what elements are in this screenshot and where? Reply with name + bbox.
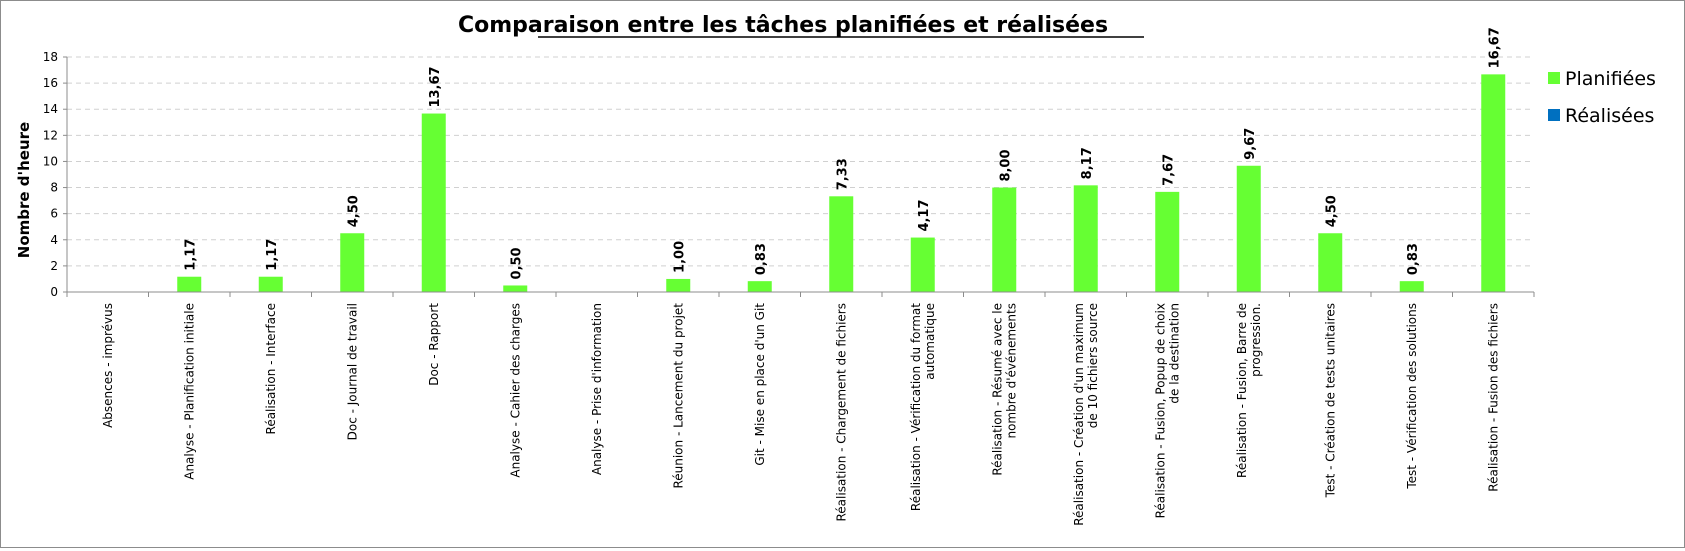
legend-label: Planifiées <box>1565 68 1656 90</box>
category-label: Réalisation - Résumé avec le nombre d'évé… <box>990 303 1018 476</box>
y-tick-label: 0 <box>50 285 58 299</box>
legend-swatch <box>1548 72 1560 84</box>
data-label: 0,83 <box>1406 243 1421 275</box>
category-label-line: progression. <box>1249 303 1263 377</box>
category-label-line: Réalisation - Fusion des fichiers <box>1486 303 1500 492</box>
bar <box>1399 281 1424 292</box>
y-tick-label: 4 <box>50 233 58 247</box>
data-label: 1,17 <box>183 239 198 271</box>
y-tick-label: 2 <box>50 259 58 273</box>
bar <box>910 237 935 292</box>
bar <box>340 233 365 292</box>
bar <box>258 276 283 292</box>
data-label: 4,50 <box>346 195 361 227</box>
bar <box>992 187 1017 292</box>
y-tick-label: 12 <box>43 128 58 142</box>
data-label: 7,67 <box>1161 154 1176 186</box>
category-label-line: Analyse - Planification initiale <box>182 303 196 480</box>
bar <box>1236 165 1261 292</box>
category-label: Réalisation - Chargement de fichiers <box>834 303 848 522</box>
category-label-line: Réalisation - Interface <box>264 303 278 434</box>
category-label: Réalisation - Fusion, Popup de choix de l… <box>1153 303 1181 518</box>
y-tick-label: 18 <box>43 50 58 64</box>
bar <box>666 278 691 292</box>
category-label-line: Réalisation - Fusion, Barre de <box>1235 303 1249 478</box>
axes: 0 2 4 6 8 10 12 14 16 18 <box>43 50 1535 299</box>
category-label-line: Analyse - Prise d'information <box>590 303 604 475</box>
data-label: 4,17 <box>917 199 932 231</box>
bars <box>177 74 1506 293</box>
category-label: Réalisation - Fusion, Barre de progressio… <box>1235 303 1263 478</box>
category-label-line: Doc - Rapport <box>427 303 441 386</box>
bar <box>1481 74 1506 292</box>
legend-swatch <box>1548 109 1560 121</box>
category-label: Doc - Rapport <box>427 303 441 386</box>
category-label-line: Réalisation - Vérification du format <box>909 303 923 511</box>
category-label-line: Analyse - Cahier des charges <box>508 303 522 478</box>
data-label: 7,33 <box>835 158 850 190</box>
category-labels: Absences - imprévus Analyse - Planificati… <box>101 303 1501 526</box>
category-label: Réalisation - Vérification du format auto… <box>909 303 937 511</box>
category-label: Réalisation - Création d'un maximum de 10… <box>1072 303 1100 526</box>
bar <box>747 281 772 292</box>
data-label: 0,50 <box>509 247 524 279</box>
bar <box>421 113 446 293</box>
category-label-line: Réalisation - Fusion, Popup de choix <box>1153 303 1167 518</box>
category-label-line: de la destination <box>1167 303 1181 404</box>
category-label-line: Réalisation - Création d'un maximum <box>1072 303 1086 526</box>
category-label-line: Doc - Journal de travail <box>345 303 359 440</box>
bar <box>1318 233 1343 292</box>
category-label: Test - Vérification des solutions <box>1405 303 1419 490</box>
bar <box>829 196 854 292</box>
data-labels: 1,17 1,17 4,50 13,67 0,50 1,00 0,83 7,33 4,17 8,0… <box>183 27 1502 279</box>
y-tick-label: 10 <box>43 154 58 168</box>
category-label: Test - Création de tests unitaires <box>1323 303 1337 498</box>
category-label: Réalisation - Fusion des fichiers <box>1486 303 1500 492</box>
data-label: 4,50 <box>1324 195 1339 227</box>
category-label: Analyse - Prise d'information <box>590 303 604 475</box>
category-label-line: Réalisation - Chargement de fichiers <box>834 303 848 522</box>
category-label-line: Git - Mise en place d'un Git <box>753 303 767 466</box>
category-label-line: de 10 fichiers source <box>1086 303 1100 428</box>
category-label-line: Test - Vérification des solutions <box>1405 303 1419 490</box>
y-tick-label: 6 <box>50 207 58 221</box>
y-tick-label: 16 <box>43 76 58 90</box>
category-label: Réunion - Lancement du projet <box>671 303 685 489</box>
category-label: Réalisation - Interface <box>264 303 278 434</box>
category-label-line: Réunion - Lancement du projet <box>671 303 685 489</box>
data-label: 1,00 <box>672 241 687 273</box>
category-label-line: automatique <box>923 303 937 380</box>
bar <box>177 276 202 292</box>
y-tick-label: 14 <box>43 102 58 116</box>
data-label: 9,67 <box>1243 128 1258 160</box>
data-label: 1,17 <box>265 239 280 271</box>
bar <box>503 285 528 292</box>
gridlines <box>67 56 1534 267</box>
data-label: 16,67 <box>1487 27 1502 68</box>
legend-label: Réalisées <box>1565 105 1654 127</box>
data-label: 8,17 <box>1080 147 1095 179</box>
y-tick-label: 8 <box>50 181 58 195</box>
category-label-line: Réalisation - Résumé avec le <box>990 303 1004 476</box>
data-label: 13,67 <box>428 66 443 107</box>
data-label: 8,00 <box>998 149 1013 181</box>
category-label: Git - Mise en place d'un Git <box>753 303 767 466</box>
category-label-line: Absences - imprévus <box>101 303 115 428</box>
category-label: Doc - Journal de travail <box>345 303 359 440</box>
category-label: Absences - imprévus <box>101 303 115 428</box>
data-label: 0,83 <box>754 243 769 275</box>
y-axis-label: Nombre d'heure <box>15 122 33 258</box>
category-label-line: Test - Création de tests unitaires <box>1323 303 1337 498</box>
legend: Planifiées Réalisées <box>1548 68 1656 127</box>
bar <box>1073 185 1098 292</box>
bar <box>1155 191 1180 292</box>
category-label: Analyse - Cahier des charges <box>508 303 522 478</box>
chart-title: Comparaison entre les tâches planifiées … <box>458 13 1108 38</box>
category-label: Analyse - Planification initiale <box>182 303 196 480</box>
category-label-line: nombre d'événements <box>1004 303 1018 439</box>
